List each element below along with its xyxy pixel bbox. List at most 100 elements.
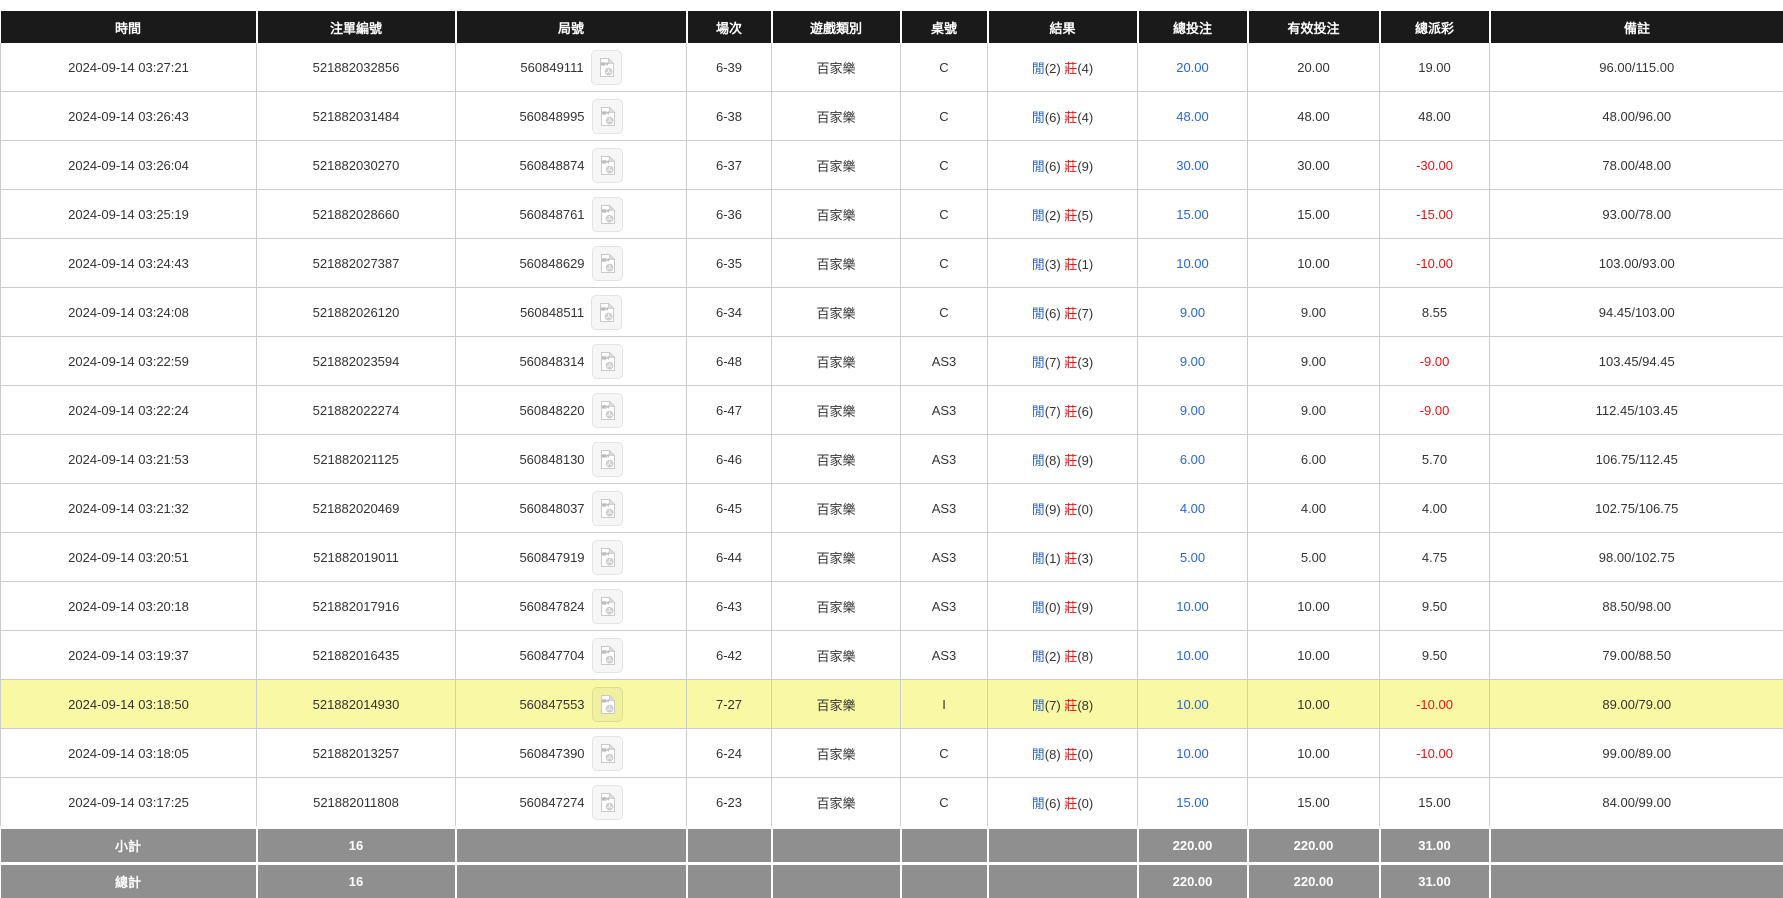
cell-round-id: 560849111 [456,43,687,92]
cell-payout: 4.75 [1380,533,1490,582]
cell-result: 閒(7) 莊(3) [988,337,1138,386]
total-bet-link[interactable]: 9.00 [1180,403,1205,418]
total-bet-link[interactable]: 10.00 [1176,746,1209,761]
video-replay-button[interactable] [592,589,623,624]
video-replay-button[interactable] [592,99,623,134]
cell-time: 2024-09-14 03:22:59 [1,337,257,386]
player-result-value: (6) [1045,159,1065,174]
video-replay-icon [597,57,616,78]
cell-valid-bet: 15.00 [1248,778,1380,828]
cell-game-type: 百家樂 [772,239,901,288]
player-result-label: 閒 [1032,110,1045,125]
video-replay-button[interactable] [592,638,623,673]
cell-table-no: C [901,239,988,288]
video-replay-button[interactable] [592,344,623,379]
cell-bet-id: 521882019011 [257,533,456,582]
cell-total-bet: 48.00 [1138,92,1248,141]
video-replay-button[interactable] [591,50,622,85]
column-header-valid_bet: 有效投注 [1248,11,1380,43]
banker-result-label: 莊 [1064,61,1077,76]
banker-result-label: 莊 [1064,355,1077,370]
bet-history-table: 時間注單編號局號場次遊戲類別桌號結果總投注有效投注總派彩備註 2024-09-1… [0,11,1783,898]
player-result-label: 閒 [1032,61,1045,76]
total-bet-link[interactable]: 10.00 [1176,599,1209,614]
grandtotal-remark [1490,864,1783,898]
round-id-text: 560848761 [519,207,584,222]
cell-payout: 48.00 [1380,92,1490,141]
cell-time: 2024-09-14 03:19:37 [1,631,257,680]
cell-total-bet: 4.00 [1138,484,1248,533]
player-result-label: 閒 [1032,404,1045,419]
subtotal-remark [1490,828,1783,864]
grandtotal-payout: 31.00 [1380,864,1490,898]
banker-result-label: 莊 [1064,600,1077,615]
player-result-label: 閒 [1032,600,1045,615]
player-result-value: (1) [1045,551,1065,566]
cell-game-type: 百家樂 [772,435,901,484]
player-result-value: (2) [1045,649,1065,664]
cell-table-no: AS3 [901,484,988,533]
cell-time: 2024-09-14 03:20:18 [1,582,257,631]
grandtotal-valid-bet: 220.00 [1248,864,1380,898]
video-replay-button[interactable] [592,393,623,428]
total-bet-link[interactable]: 5.00 [1180,550,1205,565]
round-id-text: 560848995 [519,109,584,124]
cell-valid-bet: 30.00 [1248,141,1380,190]
cell-payout: 9.50 [1380,631,1490,680]
total-bet-link[interactable]: 20.00 [1176,60,1209,75]
total-bet-link[interactable]: 6.00 [1180,452,1205,467]
video-replay-button[interactable] [592,442,623,477]
cell-session: 6-42 [687,631,772,680]
total-bet-link[interactable]: 10.00 [1176,256,1209,271]
total-bet-link[interactable]: 15.00 [1176,207,1209,222]
video-replay-icon [598,743,617,764]
cell-result: 閒(6) 莊(9) [988,141,1138,190]
round-id-text: 560847919 [519,550,584,565]
column-header-result: 結果 [988,11,1138,43]
cell-game-type: 百家樂 [772,43,901,92]
player-result-value: (2) [1045,61,1065,76]
total-bet-link[interactable]: 10.00 [1176,648,1209,663]
cell-time: 2024-09-14 03:18:50 [1,680,257,729]
video-replay-icon [598,498,617,519]
cell-session: 6-45 [687,484,772,533]
round-id-text: 560847274 [519,795,584,810]
video-replay-button[interactable] [592,148,623,183]
cell-table-no: AS3 [901,533,988,582]
cell-time: 2024-09-14 03:24:43 [1,239,257,288]
banker-result-value: (7) [1077,306,1093,321]
cell-time: 2024-09-14 03:21:32 [1,484,257,533]
video-replay-button[interactable] [592,736,623,771]
round-id-text: 560848314 [519,354,584,369]
video-replay-button[interactable] [592,540,623,575]
video-replay-icon [598,547,617,568]
video-replay-button[interactable] [591,295,622,330]
video-replay-button[interactable] [592,491,623,526]
video-replay-button[interactable] [592,785,623,820]
grandtotal-result [988,864,1138,898]
banker-result-label: 莊 [1064,453,1077,468]
total-bet-link[interactable]: 48.00 [1176,109,1209,124]
cell-table-no: AS3 [901,386,988,435]
total-bet-link[interactable]: 15.00 [1176,795,1209,810]
cell-session: 6-24 [687,729,772,778]
total-bet-link[interactable]: 4.00 [1180,501,1205,516]
total-bet-link[interactable]: 10.00 [1176,697,1209,712]
cell-round-id: 560848220 [456,386,687,435]
video-replay-button[interactable] [592,246,623,281]
cell-valid-bet: 10.00 [1248,680,1380,729]
banker-result-value: (5) [1077,208,1093,223]
cell-game-type: 百家樂 [772,582,901,631]
total-bet-link[interactable]: 9.00 [1180,354,1205,369]
banker-result-label: 莊 [1064,306,1077,321]
cell-remark: 99.00/89.00 [1490,729,1783,778]
video-replay-button[interactable] [592,687,623,722]
video-replay-button[interactable] [592,197,623,232]
total-bet-link[interactable]: 30.00 [1176,158,1209,173]
round-id-text: 560849111 [520,60,583,75]
total-bet-link[interactable]: 9.00 [1180,305,1205,320]
cell-session: 6-36 [687,190,772,239]
cell-table-no: C [901,43,988,92]
